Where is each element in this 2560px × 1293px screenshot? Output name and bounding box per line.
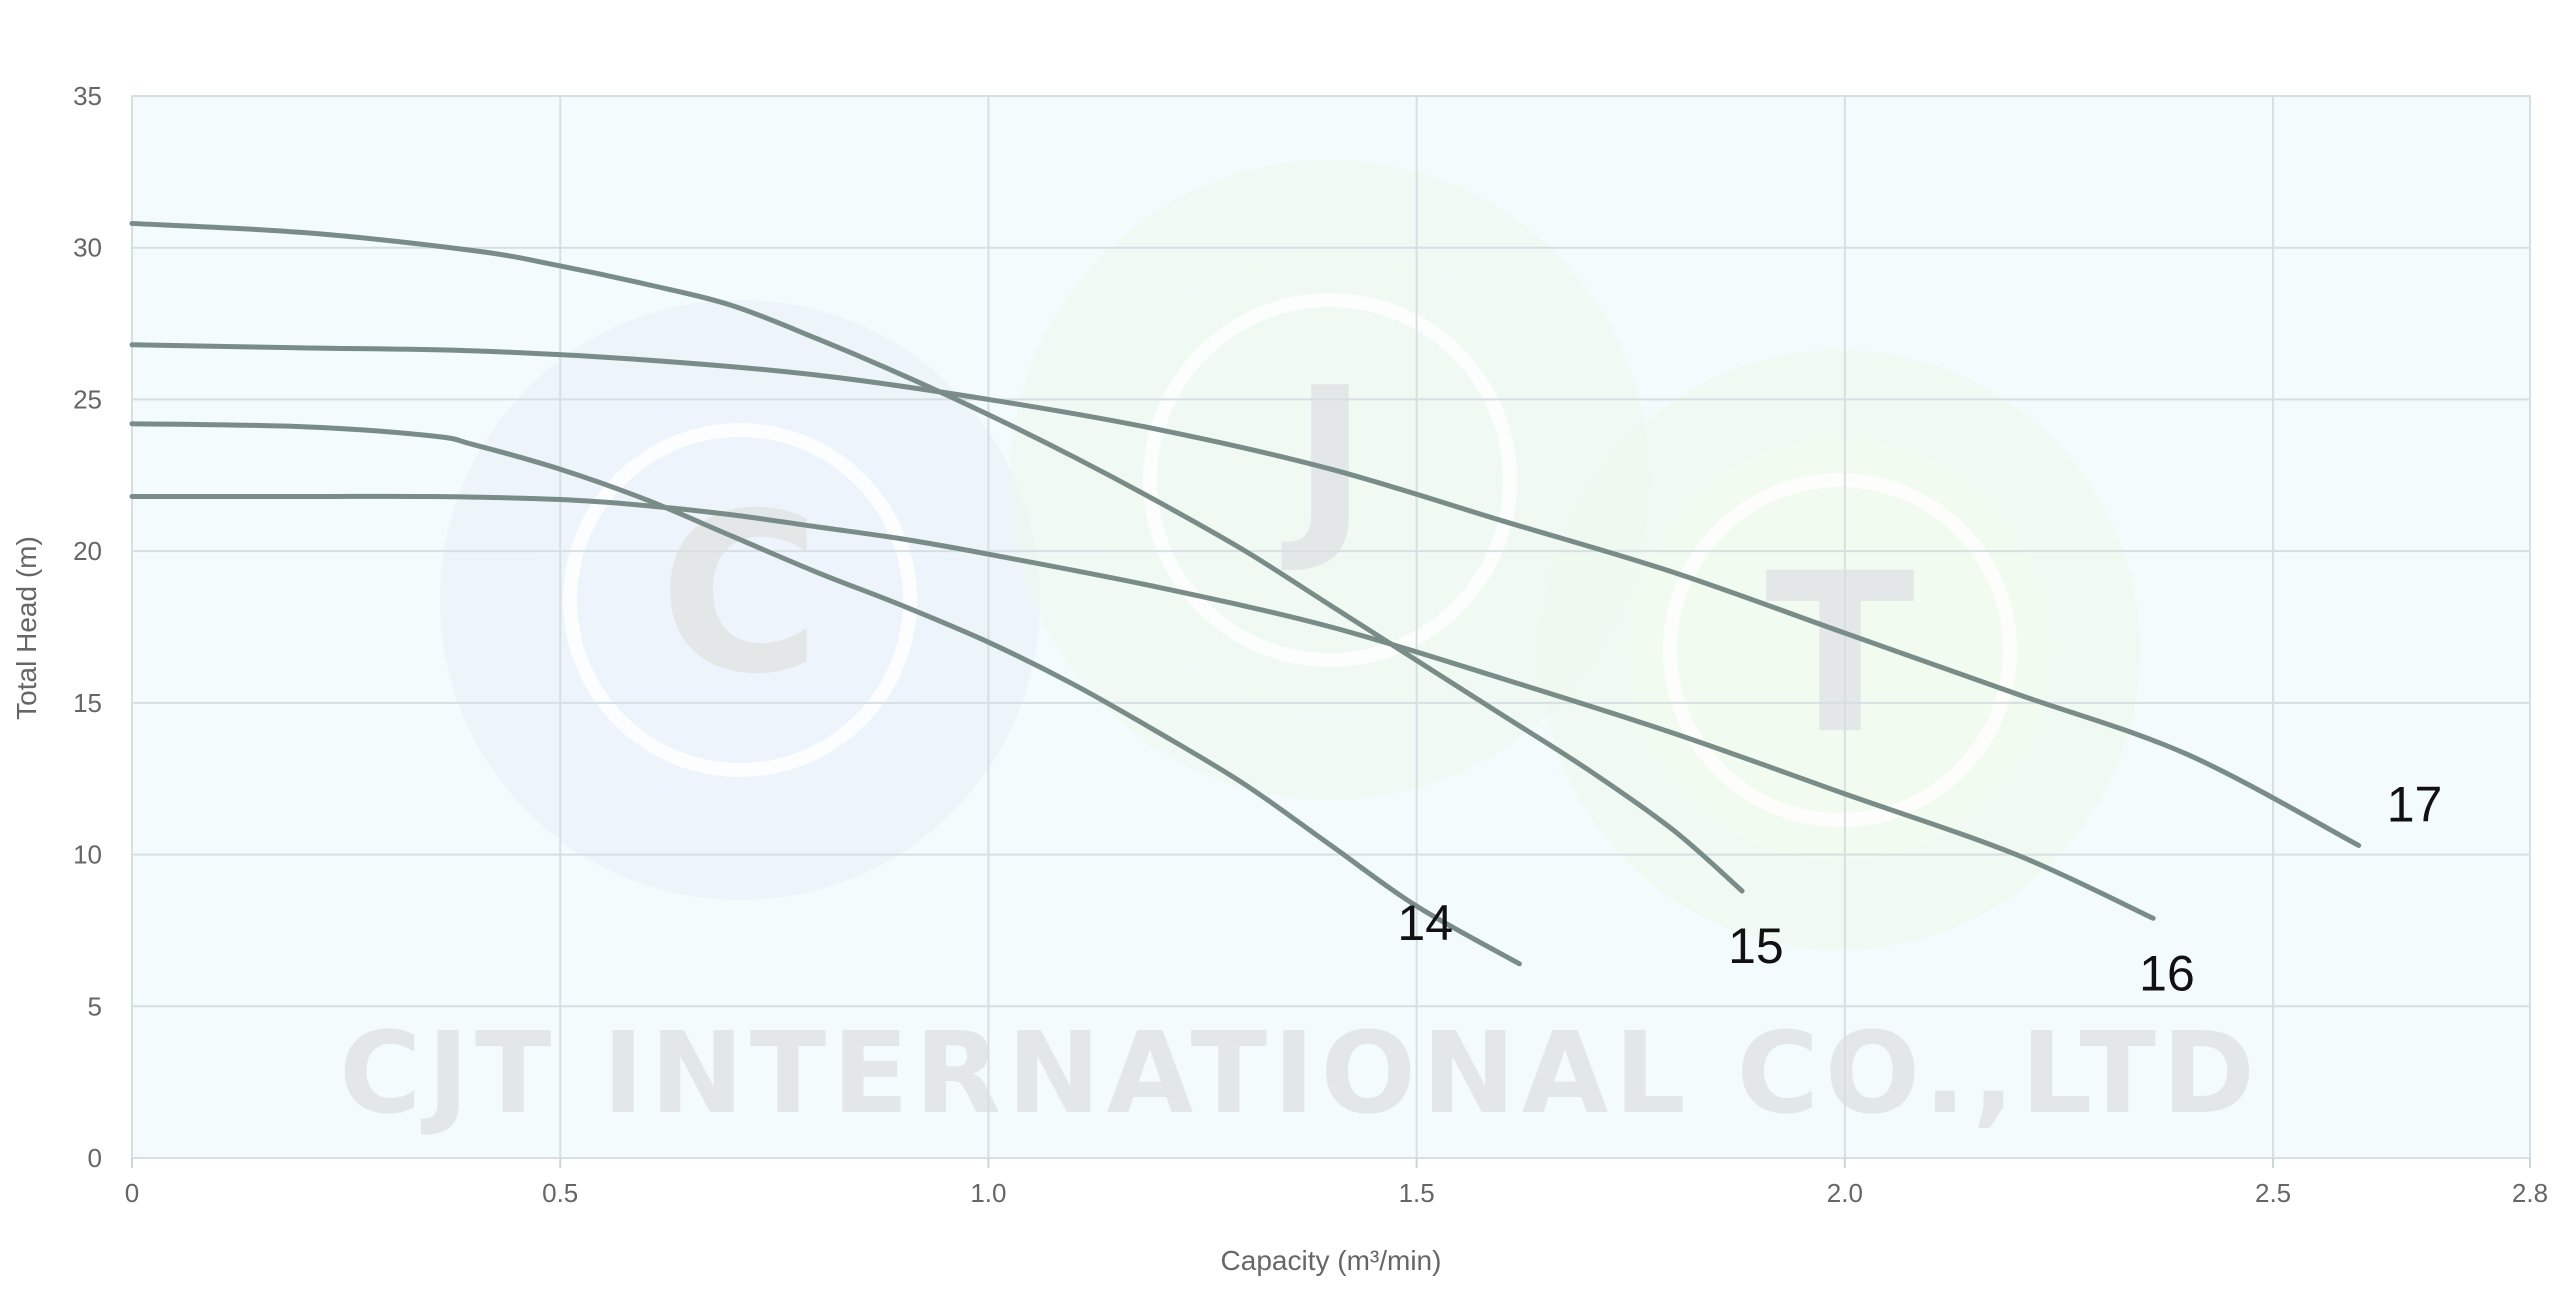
- series-label-16: 16: [2139, 945, 2195, 1001]
- series-curve-14: [129, 421, 1522, 967]
- y-tick-label: 10: [73, 840, 102, 870]
- x-tick-label: 1.0: [970, 1178, 1006, 1208]
- watermark-letter-t: T: [1765, 526, 1915, 782]
- y-tick-label: 30: [73, 233, 102, 263]
- series-label-14: 14: [1397, 895, 1453, 951]
- y-tick-label: 5: [88, 991, 102, 1021]
- series-label-17: 17: [2387, 776, 2443, 832]
- watermark-gear-j: J: [1010, 160, 1650, 800]
- series-label-15: 15: [1728, 918, 1784, 974]
- series-curve-15: [129, 220, 1745, 894]
- x-axis-title: Capacity (m³/min): [1221, 1245, 1442, 1276]
- y-axis-title: Total Head (m): [11, 536, 42, 720]
- watermark: C J T CJT INTERNATIONAL CO.,LTD: [339, 160, 2261, 1139]
- series-curve-16: [129, 493, 2156, 921]
- y-tick-label: 35: [73, 81, 102, 111]
- watermark-text: CJT INTERNATIONAL CO.,LTD: [339, 1009, 2261, 1139]
- series-curve-17: [129, 342, 2362, 848]
- y-tick-label: 25: [73, 384, 102, 414]
- x-tick-label: 1.5: [1399, 1178, 1435, 1208]
- y-tick-label: 15: [73, 688, 102, 718]
- watermark-gear-t: T: [1540, 350, 2140, 950]
- x-tick-label: 2.8: [2512, 1178, 2548, 1208]
- series-curves: [129, 220, 2362, 967]
- series-labels: 14 15 16 17: [1397, 776, 2442, 1001]
- x-tick-label: 0: [125, 1178, 139, 1208]
- x-tick-label: 2.5: [2255, 1178, 2291, 1208]
- y-axis-ticks: 0 5 10 15 20 25 30 35: [73, 81, 102, 1173]
- y-tick-label: 20: [73, 536, 102, 566]
- grid: [131, 95, 2531, 1159]
- y-tick-label: 0: [88, 1143, 102, 1173]
- watermark-letter-c: C: [659, 466, 820, 722]
- x-tick-label: 2.0: [1827, 1178, 1863, 1208]
- x-axis-ticks: 0 0.5 1.0 1.5 2.0 2.5 2.8: [125, 1158, 2548, 1208]
- x-tick-label: 0.5: [542, 1178, 578, 1208]
- watermark-gear-c: C: [440, 300, 1040, 900]
